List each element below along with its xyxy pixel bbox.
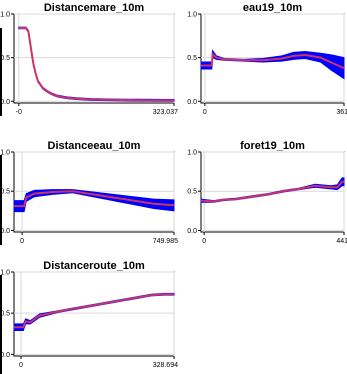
x-tick-label: 323.037 [153,109,178,116]
x-tick-label: -0 [16,109,22,116]
y-tick-label: 0.5 [0,311,10,318]
y-tick-label: 1.0 [0,270,10,277]
x-tick-label: 328.694 [153,362,178,369]
y-tick-label: 1.0 [187,12,197,19]
y-tick-label: 0.0 [187,99,197,106]
y-tick-label: 0.5 [187,55,197,62]
mean-response-line [18,27,175,102]
x-tick-label: 0 [20,238,24,245]
y-tick-label: 0.0 [187,228,197,235]
y-tick-label: 0.5 [0,55,10,62]
chart-panel: foret19_10m 0.0 0.5 1.0 0 441 [187,140,347,245]
chart-panel: eau19_10m 0.0 0.5 1.0 0 361 [187,2,347,116]
chart-title: Distanceroute_10m [43,260,145,272]
plot-frame [200,151,345,233]
y-tick-label: 1.0 [0,12,10,19]
mean-response-line [14,293,174,329]
panel-edge-top [0,28,2,116]
chart-panel: Distancemare_10m 0.0 0.5 1.0 -0 323.037 [0,2,178,116]
panel-edge-middle [0,155,2,245]
mean-response-line [14,190,175,208]
y-tick-label: 1.0 [187,150,197,157]
plot-frame [13,13,175,104]
chart-title: foret19_10m [240,140,305,152]
x-tick-label: 749.985 [153,238,178,245]
y-tick-label: 0.0 [0,99,10,106]
mean-response-line [200,180,344,203]
plot-frame [13,271,175,357]
x-tick-label: 0 [203,109,207,116]
mean-response-line [201,51,345,70]
y-tick-label: 0.0 [0,228,10,235]
x-tick-label: 361 [336,109,347,116]
x-tick-label: 0 [19,362,23,369]
x-tick-label: 441 [336,238,347,245]
chart-panel: Distanceeau_10m 0.0 0.5 1.0 0 749.985 [0,140,178,245]
chart-title: eau19_10m [243,2,303,14]
y-tick-label: 0.0 [0,352,10,359]
chart-panel: Distanceroute_10m 0.0 0.5 1.0 0 328.694 [0,260,178,369]
chart-title: Distanceeau_10m [48,140,141,152]
x-tick-label: 0 [202,238,206,245]
y-tick-label: 0.5 [0,189,10,196]
panel-edge-bottom [0,275,2,374]
y-tick-label: 1.0 [0,150,10,157]
y-tick-label: 0.5 [187,189,197,196]
chart-title: Distancemare_10m [44,2,145,14]
